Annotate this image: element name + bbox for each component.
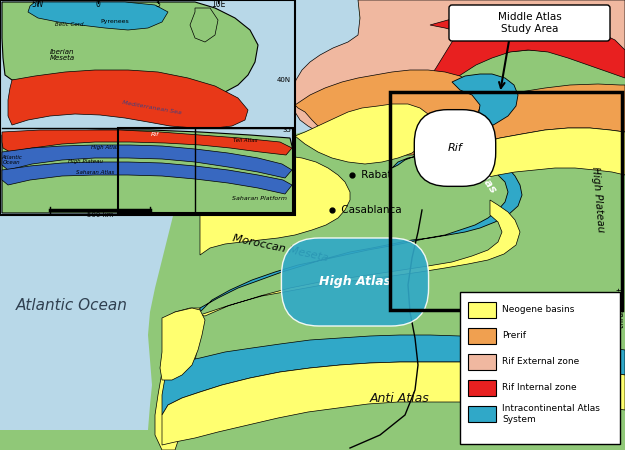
Polygon shape [392, 74, 518, 168]
Text: 500 km: 500 km [87, 212, 113, 218]
Text: Intracontinental Atlas
System: Intracontinental Atlas System [502, 404, 600, 424]
Text: High Plateau: High Plateau [590, 166, 606, 234]
Text: High Plateau: High Plateau [68, 159, 102, 165]
Text: High Atlas: High Atlas [319, 275, 391, 288]
Polygon shape [200, 162, 522, 312]
Bar [468, 328, 496, 344]
Bar [468, 302, 496, 318]
Text: High Atlas: High Atlas [91, 145, 119, 150]
Text: Rif: Rif [151, 132, 159, 138]
Text: 10E: 10E [211, 0, 225, 9]
Text: Casablanca: Casablanca [338, 205, 402, 215]
Text: Prerif: Prerif [502, 332, 526, 341]
Polygon shape [2, 162, 292, 194]
Polygon shape [155, 308, 200, 450]
Polygon shape [162, 335, 625, 415]
Bar [460, 292, 620, 444]
Text: Moroccan Meseta: Moroccan Meseta [231, 233, 329, 263]
Text: 0: 0 [96, 0, 101, 9]
Text: Saharan Platform: Saharan Platform [232, 195, 288, 201]
Polygon shape [28, 2, 168, 30]
Polygon shape [478, 128, 625, 178]
Text: Middle Atlas
Study Area: Middle Atlas Study Area [498, 12, 562, 34]
Bar [468, 380, 496, 396]
Text: Rif External zone: Rif External zone [502, 357, 579, 366]
Text: 5W: 5W [32, 0, 44, 9]
Text: Anti Atlas: Anti Atlas [370, 392, 430, 405]
Text: Rif Internal zone: Rif Internal zone [502, 383, 577, 392]
Polygon shape [295, 70, 484, 155]
Bar [390, 92, 622, 310]
Polygon shape [2, 145, 292, 178]
Polygon shape [290, 104, 430, 164]
Text: Mediterranean Sea: Mediterranean Sea [122, 100, 182, 116]
Bar [468, 354, 496, 370]
Text: Betic Cord.: Betic Cord. [55, 22, 85, 27]
Polygon shape [292, 0, 625, 145]
Polygon shape [2, 130, 293, 213]
Polygon shape [2, 130, 292, 155]
Text: 5: 5 [156, 0, 161, 9]
Polygon shape [8, 70, 248, 128]
Text: Rabat: Rabat [358, 170, 392, 180]
Text: Rif: Rif [448, 143, 462, 153]
Bar [0, 0, 295, 215]
Polygon shape [475, 84, 625, 142]
Text: Neogene basins: Neogene basins [502, 306, 574, 315]
Text: Iberian
Meseta: Iberian Meseta [49, 49, 74, 62]
Bar [118, 128, 293, 213]
Text: 40N: 40N [277, 77, 291, 83]
Text: 35: 35 [282, 127, 291, 133]
Text: thrust belt: thrust belt [618, 288, 625, 328]
Text: Saharan Atlas: Saharan Atlas [76, 171, 114, 176]
Text: Middle Atlas: Middle Atlas [446, 126, 498, 195]
Polygon shape [415, 10, 625, 118]
Polygon shape [160, 308, 205, 380]
Polygon shape [2, 2, 258, 110]
Text: Atlantic
Ocean: Atlantic Ocean [1, 155, 22, 166]
Text: Pyrenees: Pyrenees [101, 19, 129, 24]
Polygon shape [190, 8, 218, 42]
Polygon shape [162, 362, 625, 445]
FancyBboxPatch shape [449, 5, 610, 41]
Bar [468, 406, 496, 422]
Polygon shape [200, 0, 360, 138]
Polygon shape [200, 155, 350, 255]
Polygon shape [200, 200, 520, 316]
Text: Tell Atlas: Tell Atlas [232, 138, 258, 143]
Text: Atlantic Ocean: Atlantic Ocean [16, 297, 128, 312]
